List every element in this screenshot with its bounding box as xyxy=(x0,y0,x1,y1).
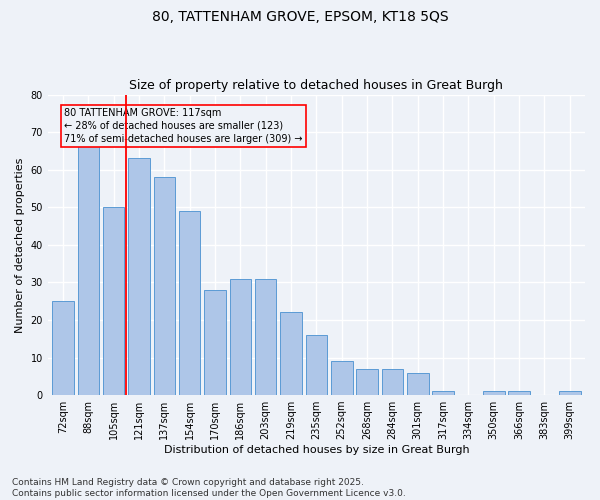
Bar xyxy=(559,392,581,395)
Bar xyxy=(128,158,150,395)
Text: 80, TATTENHAM GROVE, EPSOM, KT18 5QS: 80, TATTENHAM GROVE, EPSOM, KT18 5QS xyxy=(152,10,448,24)
Bar xyxy=(407,372,428,395)
Y-axis label: Number of detached properties: Number of detached properties xyxy=(15,157,25,332)
Bar xyxy=(77,144,99,395)
Bar xyxy=(52,301,74,395)
Bar xyxy=(433,392,454,395)
Bar xyxy=(179,211,200,395)
X-axis label: Distribution of detached houses by size in Great Burgh: Distribution of detached houses by size … xyxy=(164,445,469,455)
Bar xyxy=(204,290,226,395)
Bar xyxy=(230,278,251,395)
Text: Contains HM Land Registry data © Crown copyright and database right 2025.
Contai: Contains HM Land Registry data © Crown c… xyxy=(12,478,406,498)
Title: Size of property relative to detached houses in Great Burgh: Size of property relative to detached ho… xyxy=(130,79,503,92)
Bar xyxy=(154,177,175,395)
Bar xyxy=(255,278,277,395)
Bar xyxy=(305,335,327,395)
Bar xyxy=(280,312,302,395)
Bar xyxy=(483,392,505,395)
Bar xyxy=(103,208,124,395)
Bar xyxy=(356,369,378,395)
Bar xyxy=(382,369,403,395)
Bar xyxy=(508,392,530,395)
Bar xyxy=(331,362,353,395)
Text: 80 TATTENHAM GROVE: 117sqm
← 28% of detached houses are smaller (123)
71% of sem: 80 TATTENHAM GROVE: 117sqm ← 28% of deta… xyxy=(64,108,303,144)
